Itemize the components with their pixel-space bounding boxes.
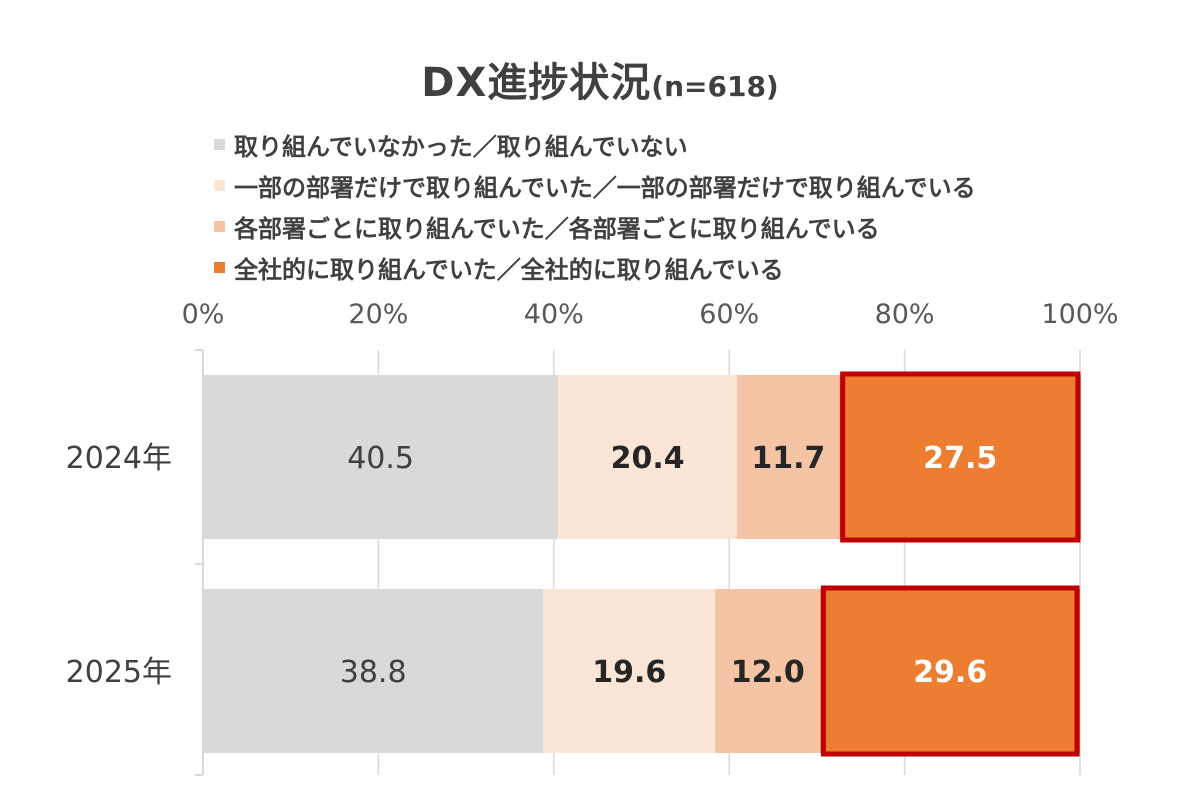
legend-label-each-department: 各部署ごとに取り組んでいた／各部署ごとに取り組んでいる [234,215,880,243]
highlight-outline-1 [820,585,1080,757]
highlight-outline-0 [840,371,1081,543]
x-tick-label-0: 0% [182,299,225,330]
legend-item-each-department: 各部署ごとに取り組んでいた／各部署ごとに取り組んでいる [214,206,976,247]
bar-segment-0-2 [737,375,840,539]
data-label-0-0: 40.5 [347,441,414,476]
legend-item-company-wide: 全社的に取り組んでいた／全社的に取り組んでいる [214,247,976,288]
data-label-0-3: 27.5 [923,441,997,476]
x-tick-label-1: 20% [348,299,408,330]
bar-segment-0-0 [203,375,559,539]
legend-swatch-each-department [214,221,225,232]
legend-swatch-some-departments [214,180,225,191]
x-tick-label-2: 40% [524,299,584,330]
legend-label-not-engaged: 取り組んでいなかった／取り組んでいない [234,133,688,161]
bar-segment-1-3 [820,589,1080,753]
legend-item-not-engaged: 取り組んでいなかった／取り組んでいない [214,124,976,165]
category-label-1: 2025年 [66,655,172,690]
data-label-1-1: 19.6 [592,655,666,690]
x-tick-label-3: 60% [699,299,759,330]
data-label-1-3: 29.6 [913,655,987,690]
data-label-0-1: 20.4 [611,441,685,476]
legend-swatch-company-wide [214,262,225,273]
data-label-0-2: 11.7 [751,441,825,476]
data-label-1-2: 12.0 [731,655,805,690]
chart-title-main: DX進捗状況 [421,60,652,106]
legend-label-company-wide: 全社的に取り組んでいた／全社的に取り組んでいる [234,256,784,284]
x-tick-label-5: 100% [1041,299,1118,330]
bar-segment-0-3 [839,375,1081,539]
bar-segment-0-1 [558,375,738,539]
bar-segment-1-1 [543,589,716,753]
bar-segment-1-0 [203,589,544,753]
legend-label-some-departments: 一部の部署だけで取り組んでいた／一部の部署だけで取り組んでいる [234,174,976,202]
chart-title-sample-size: (n=618) [651,70,779,103]
legend-swatch-not-engaged [214,139,225,150]
legend-item-some-departments: 一部の部署だけで取り組んでいた／一部の部署だけで取り組んでいる [214,165,976,206]
data-label-1-0: 38.8 [340,655,407,690]
x-tick-label-4: 80% [875,299,935,330]
chart-legend: 取り組んでいなかった／取り組んでいない 一部の部署だけで取り組んでいた／一部の部… [214,124,976,288]
chart-title: DX進捗状況(n=618) [0,50,1200,108]
category-label-0: 2024年 [66,441,172,476]
bar-segment-1-2 [715,589,821,753]
